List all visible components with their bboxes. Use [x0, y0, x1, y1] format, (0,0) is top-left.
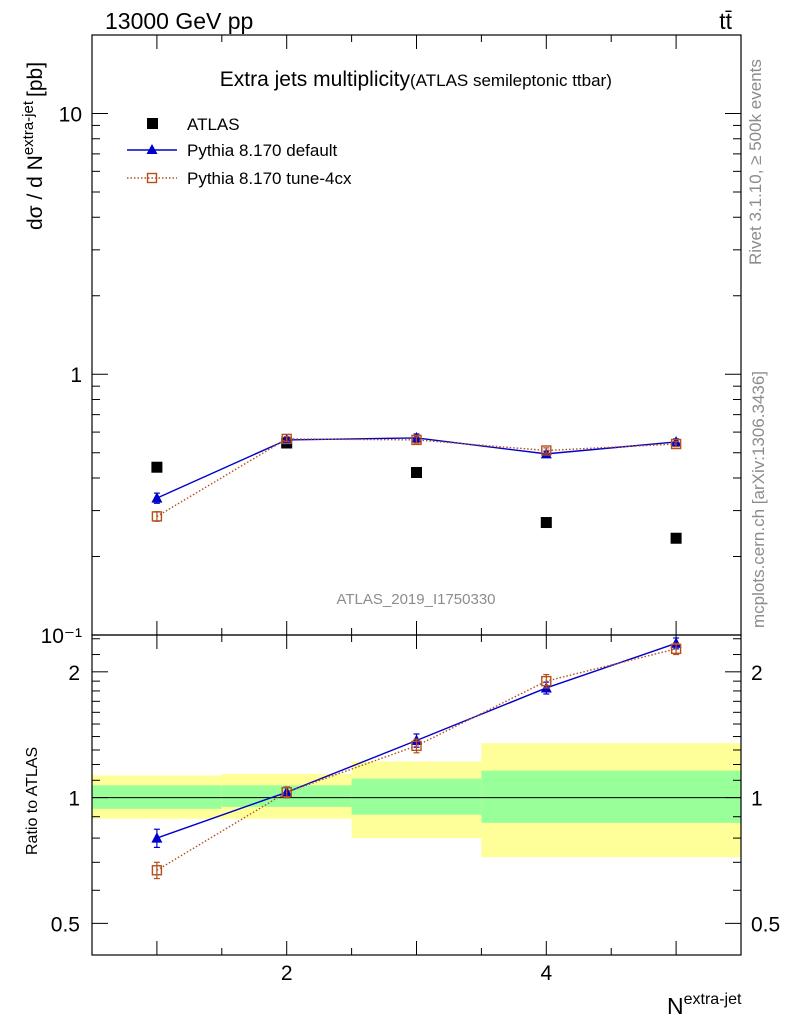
lower-y-tick-label: 1	[68, 788, 80, 811]
lower-uncertainty-bands	[92, 743, 741, 858]
upper-point-default	[151, 492, 163, 503]
lower-point-tune	[541, 675, 552, 687]
x-axis-label-main: N	[667, 993, 684, 1019]
source-label: mcplots.cern.ch [arXiv:1306.3436]	[749, 371, 768, 628]
energy-label: 13000 GeV pp	[105, 8, 253, 34]
lower-data-layer	[151, 637, 682, 880]
upper-point-tune	[670, 438, 682, 450]
upper-y-tick-label: 1	[70, 364, 82, 387]
lower-point-tune	[411, 740, 422, 752]
analysis-watermark: ATLAS_2019_I1750330	[336, 591, 495, 608]
upper-y-axis-label-main: dσ / d N	[24, 155, 47, 230]
x-tick-label: 2	[281, 962, 293, 985]
lower-y-tick-label-right: 0.5	[751, 913, 780, 936]
legend-label-atlas: ATLAS	[187, 115, 240, 134]
legend-label-default: Pythia 8.170 default	[187, 141, 338, 160]
x-axis-label-sup: extra-jet	[684, 991, 742, 1008]
upper-y-tick-label: 10⁻¹	[41, 625, 82, 648]
band-green-3	[481, 770, 741, 823]
chart-title: Extra jets multiplicity	[220, 68, 411, 91]
lower-y-axis-label: Ratio to ATLAS	[24, 747, 41, 855]
upper-y-axis-label-sup: extra-jet	[20, 100, 37, 155]
legend-label-tune: Pythia 8.170 tune-4cx	[187, 169, 352, 188]
upper-point-atlas	[540, 517, 552, 529]
lower-y-tick-label-right: 1	[751, 788, 763, 811]
lower-y-tick-label: 0.5	[51, 913, 80, 936]
lower-point-default	[670, 637, 682, 648]
legend: ATLAS Pythia 8.170 default Pythia 8.170 …	[127, 115, 352, 188]
upper-point-atlas	[670, 532, 682, 544]
upper-y-tick-label: 10	[59, 103, 82, 126]
legend-marker-tune	[146, 172, 158, 184]
upper-point-atlas	[411, 466, 422, 478]
process-label: tt̄	[719, 8, 732, 34]
upper-y-axis-label-unit: [pb]	[24, 62, 47, 97]
upper-point-tune	[151, 511, 163, 522]
lower-y-tick-label: 2	[68, 662, 80, 685]
upper-point-atlas	[151, 461, 163, 473]
lower-point-default	[151, 832, 163, 843]
upper-y-axis-label: dσ / d Nextra-jet [pb]	[20, 62, 47, 230]
chart-subtitle: (ATLAS semileptonic ttbar)	[410, 71, 612, 90]
lower-point-tune	[151, 865, 163, 876]
x-tick-label: 4	[540, 962, 552, 985]
upper-data-layer	[151, 431, 682, 544]
upper-point-tune	[281, 433, 292, 445]
rivet-label: Rivet 3.1.10, ≥ 500k events	[746, 59, 765, 265]
lower-point-tune	[281, 787, 292, 798]
lower-panel: 2 4 0.5 0.5 1 1 2 2	[51, 634, 780, 985]
band-green-0	[92, 785, 222, 809]
legend-marker-default	[146, 144, 158, 154]
upper-point-tune	[541, 445, 552, 456]
lower-y-tick-label-right: 2	[751, 662, 763, 685]
lower-point-tune	[670, 643, 682, 655]
upper-point-tune	[411, 434, 422, 446]
band-green-2	[351, 778, 482, 815]
upper-panel: 10⁻¹ 1 10	[41, 34, 742, 648]
legend-marker-atlas	[147, 118, 158, 129]
x-axis-label: Nextra-jet	[667, 991, 742, 1019]
